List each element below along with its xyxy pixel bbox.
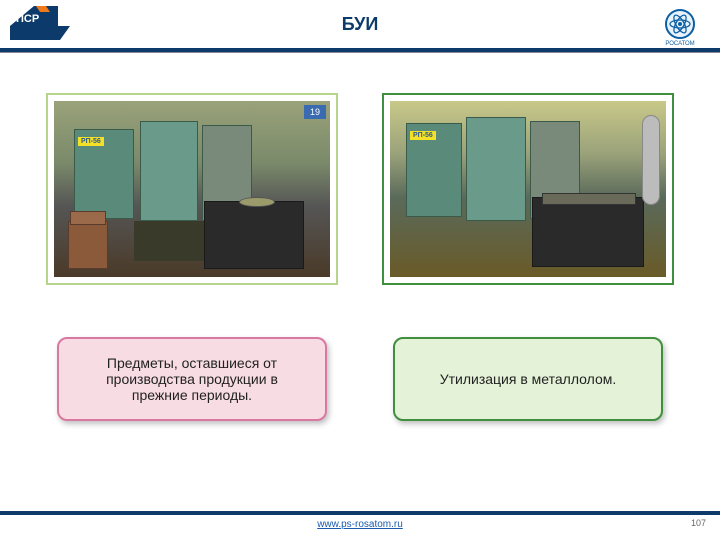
equipment-plate-left: РП-56	[78, 137, 104, 146]
equipment-plate-right: РП-56	[410, 131, 436, 140]
column-left: РП-56 19 Предметы, оставшиеся от произво…	[46, 93, 338, 421]
caption-after: Утилизация в металлолом.	[393, 337, 663, 421]
header: ПСР БУИ РОСАТОМ	[0, 0, 720, 48]
rosatom-icon	[665, 9, 695, 39]
footer-page-number: 107	[691, 519, 706, 528]
logo-left: ПСР	[10, 6, 70, 40]
photo-after: РП-56	[390, 101, 666, 277]
logo-right: РОСАТОМ	[658, 6, 702, 50]
caption-after-text: Утилизация в металлолом.	[440, 371, 617, 387]
photo-frame-after: РП-56	[382, 93, 674, 285]
page-title: БУИ	[342, 14, 379, 35]
footer-link[interactable]: www.ps-rosatom.ru	[317, 519, 403, 530]
caption-before: Предметы, оставшиеся от производства про…	[57, 337, 327, 421]
column-right: РП-56 Утилизация в металлолом.	[382, 93, 674, 421]
svg-text:ПСР: ПСР	[16, 13, 39, 25]
photo-frame-before: РП-56 19	[46, 93, 338, 285]
footer: www.ps-rosatom.ru 107	[0, 511, 720, 530]
logo-right-label: РОСАТОМ	[665, 41, 694, 47]
caption-before-text: Предметы, оставшиеся от производства про…	[77, 355, 307, 403]
content-row: РП-56 19 Предметы, оставшиеся от произво…	[0, 53, 720, 441]
footer-rule	[0, 511, 720, 515]
photo-before: РП-56 19	[54, 101, 330, 277]
footer-content: www.ps-rosatom.ru 107	[0, 519, 720, 530]
